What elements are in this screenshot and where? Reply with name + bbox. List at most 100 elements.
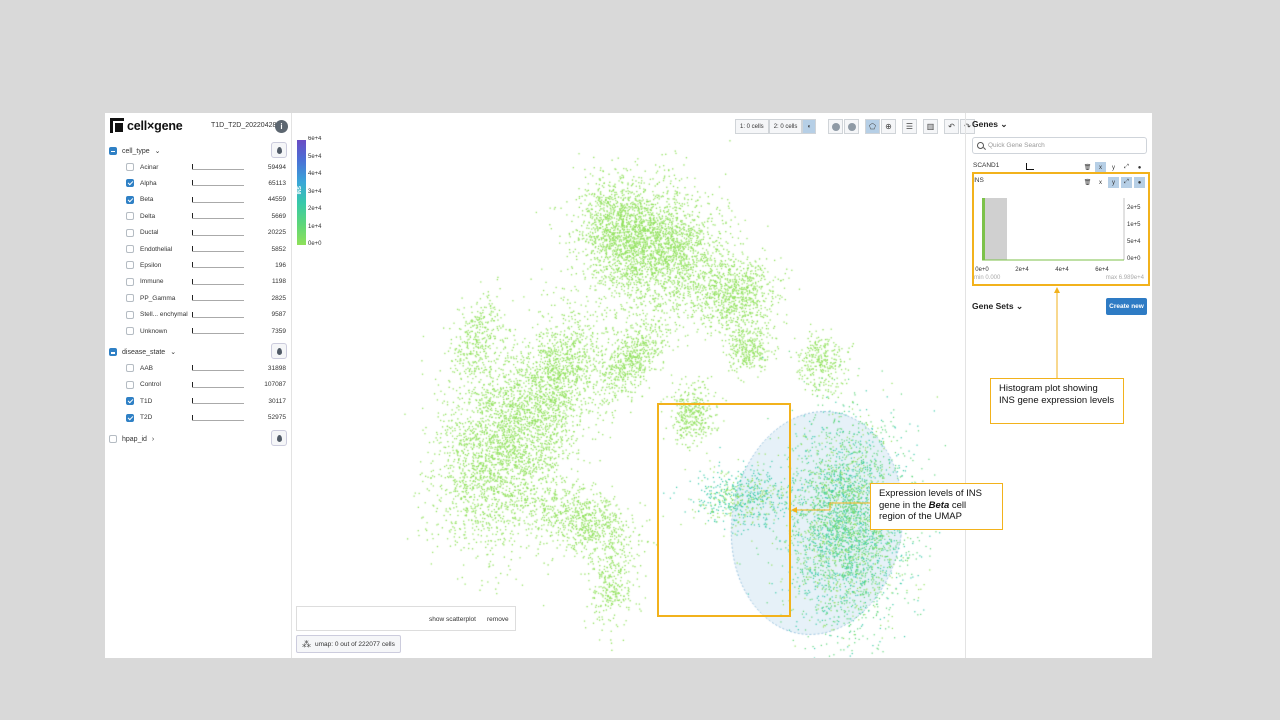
category-value-row[interactable]: Beta 44559 bbox=[126, 194, 286, 206]
value-label: Acinar bbox=[140, 163, 159, 171]
category-value-row[interactable]: Immune 1198 bbox=[126, 276, 286, 288]
color-by-button[interactable] bbox=[271, 430, 287, 446]
genes-title[interactable]: Genes ⌄ bbox=[972, 119, 1008, 130]
histogram-callout-text: Histogram plot showing INS gene expressi… bbox=[999, 383, 1115, 406]
y-axis-button[interactable]: y bbox=[1108, 177, 1119, 188]
category-checkbox[interactable] bbox=[109, 348, 117, 357]
value-checkbox[interactable] bbox=[126, 413, 134, 422]
value-checkbox[interactable] bbox=[126, 261, 134, 270]
histogram-brush[interactable] bbox=[982, 198, 1007, 260]
value-count: 59494 bbox=[267, 163, 286, 171]
color-drop-icon[interactable]: ● bbox=[1137, 164, 1142, 171]
x-axis-button[interactable]: x bbox=[1095, 162, 1106, 173]
chevron-down-icon[interactable]: ⌄ bbox=[170, 349, 177, 357]
value-checkbox[interactable] bbox=[126, 179, 134, 188]
genes-title-text: Genes bbox=[972, 119, 998, 129]
category-value-row[interactable]: AAB 31898 bbox=[126, 362, 286, 374]
scatter-icon[interactable]: ⤢ bbox=[1121, 177, 1132, 188]
chevron-right-icon[interactable]: › bbox=[151, 435, 155, 443]
category-value-row[interactable]: Acinar 59494 bbox=[126, 161, 286, 173]
create-gene-set-button[interactable]: Create new bbox=[1106, 298, 1147, 315]
histogram-x-tick: 4e+4 bbox=[1055, 267, 1069, 273]
value-label: Ductal bbox=[140, 229, 159, 237]
zoom-icon[interactable]: ⊕ bbox=[881, 119, 896, 134]
scatter-icon[interactable]: ⤢ bbox=[1124, 164, 1129, 170]
value-checkbox[interactable] bbox=[126, 163, 134, 171]
value-checkbox[interactable] bbox=[126, 380, 134, 389]
trash-icon[interactable]: 🗑 bbox=[1083, 180, 1092, 186]
category-value-row[interactable]: Unknown 7359 bbox=[126, 325, 286, 337]
chevron-down-icon: ⌄ bbox=[1000, 119, 1008, 129]
value-checkbox[interactable] bbox=[126, 397, 134, 406]
category-value-row[interactable]: Ductal 20225 bbox=[126, 227, 286, 239]
value-histogram bbox=[192, 295, 244, 302]
show-scatterplot-link[interactable]: show scatterplot bbox=[429, 616, 476, 623]
redo-icon[interactable]: ↷ bbox=[960, 119, 975, 134]
value-checkbox[interactable] bbox=[126, 294, 134, 303]
value-checkbox[interactable] bbox=[126, 212, 134, 221]
category-checkbox[interactable] bbox=[109, 435, 117, 443]
remove-link[interactable]: remove bbox=[487, 616, 509, 623]
histogram-x-tick: 2e+4 bbox=[1015, 267, 1029, 273]
value-label: Beta bbox=[140, 196, 154, 204]
gene-name: SCAND1 bbox=[973, 162, 1000, 169]
value-label: Endothelial bbox=[140, 245, 173, 253]
gene-name: INS bbox=[973, 177, 984, 184]
color-by-icon[interactable] bbox=[828, 119, 843, 134]
color-by-button[interactable] bbox=[271, 343, 287, 360]
selection-1-button[interactable]: 1: 0 cells bbox=[735, 119, 769, 134]
category-value-row[interactable]: T2D 52975 bbox=[126, 412, 286, 424]
value-count: 2825 bbox=[271, 294, 286, 302]
lasso-icon[interactable]: ⬠ bbox=[865, 119, 880, 134]
ins-histogram[interactable]: 0e+0 2e+4 4e+4 6e+4 2e+5 1e+5 5e+4 0e+0 min 0.00… bbox=[974, 191, 1152, 283]
category-checkbox[interactable] bbox=[109, 147, 117, 155]
category-value-row[interactable]: Endothelial 5852 bbox=[126, 243, 286, 255]
undo-icon[interactable]: ↶ bbox=[944, 119, 959, 134]
value-histogram bbox=[192, 414, 244, 421]
category-header-cell-type[interactable]: cell_type ⌄ bbox=[109, 147, 161, 155]
category-value-row[interactable]: Control 107087 bbox=[126, 379, 286, 391]
umap-scatterplot[interactable] bbox=[292, 113, 965, 658]
category-value-row[interactable]: Epsilon 196 bbox=[126, 259, 286, 271]
value-checkbox[interactable] bbox=[126, 245, 134, 253]
value-histogram bbox=[192, 328, 244, 334]
value-label: Epsilon bbox=[140, 261, 162, 269]
category-value-row[interactable]: T1D 30117 bbox=[126, 395, 286, 407]
info-icon[interactable]: i bbox=[275, 120, 288, 133]
category-header-hpap-id[interactable]: hpap_id › bbox=[109, 435, 154, 443]
category-value-row[interactable]: Stell... enchymal 9587 bbox=[126, 309, 286, 321]
category-value-row[interactable]: Delta 5669 bbox=[126, 210, 286, 222]
list-icon[interactable]: ☰ bbox=[902, 119, 917, 134]
value-checkbox[interactable] bbox=[126, 277, 134, 286]
color-by-button[interactable] bbox=[271, 142, 287, 158]
value-checkbox[interactable] bbox=[126, 364, 134, 373]
gene-row-ins[interactable]: INS 🗑 x y ⤢ ● bbox=[973, 177, 1148, 188]
venn-icon[interactable]: ◐ bbox=[802, 119, 817, 134]
drop-icon bbox=[276, 347, 282, 355]
category-value-row[interactable]: Alpha 65113 bbox=[126, 177, 286, 189]
gene-sets-title[interactable]: Gene Sets ⌄ bbox=[972, 301, 1023, 312]
gene-search-input[interactable]: Quick Gene Search bbox=[972, 137, 1147, 154]
category-header-disease-state[interactable]: disease_state ⌄ bbox=[109, 348, 177, 357]
value-checkbox[interactable] bbox=[126, 327, 134, 335]
value-count: 52975 bbox=[267, 414, 286, 422]
x-axis-button[interactable]: x bbox=[1099, 179, 1102, 186]
selection-2-button[interactable]: 2: 0 cells bbox=[768, 119, 803, 134]
search-icon bbox=[977, 142, 984, 149]
value-checkbox[interactable] bbox=[126, 228, 134, 237]
category-value-row[interactable]: PP_Gamma 2825 bbox=[126, 292, 286, 304]
embedding-selector-button[interactable]: ⁂ umap: 0 out of 222077 cells bbox=[296, 635, 401, 653]
chevron-down-icon[interactable]: ⌄ bbox=[154, 148, 161, 155]
gene-row-scand1[interactable]: SCAND1 🗑 x y ⤢ ● bbox=[973, 162, 1148, 173]
opacity-icon[interactable] bbox=[844, 119, 859, 134]
trash-icon[interactable]: 🗑 bbox=[1083, 165, 1092, 171]
value-checkbox[interactable] bbox=[126, 195, 134, 204]
value-label: Immune bbox=[140, 278, 164, 286]
histogram-highlight bbox=[972, 172, 1150, 286]
selection-toolbar: 1: 0 cells 2: 0 cells ◐ bbox=[735, 119, 817, 134]
value-checkbox[interactable] bbox=[126, 310, 134, 319]
color-drop-icon[interactable]: ● bbox=[1134, 177, 1145, 188]
y-axis-button[interactable]: y bbox=[1112, 164, 1115, 171]
bar-chart-icon[interactable]: ▥ bbox=[923, 119, 938, 134]
embedding-panel: INS 6e+4 5e+4 4e+4 3e+4 2e+4 1e+4 0e+0 1: 0 ce… bbox=[292, 113, 975, 658]
